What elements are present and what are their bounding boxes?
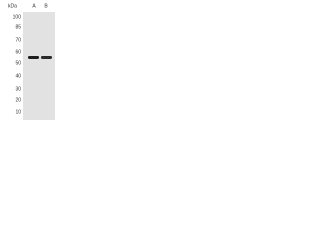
marker-label: 30: [15, 86, 21, 92]
band: [28, 56, 39, 59]
marker-label: 40: [15, 73, 21, 79]
marker-label: 100: [13, 14, 22, 20]
blot-membrane: [23, 12, 55, 120]
lane-label: B: [44, 3, 48, 9]
marker-label: 60: [15, 49, 21, 55]
marker-label: 10: [15, 109, 21, 115]
unit-label: kDa: [8, 3, 17, 9]
marker-labels: 100 85 70 60 50 40 30 20 10: [13, 14, 22, 115]
lane-label: A: [32, 3, 36, 9]
page: {"unit": "kDa", "lanes": ["A", "B"], "ma…: [0, 0, 55, 120]
marker-label: 50: [15, 60, 21, 66]
marker-label: 85: [15, 24, 21, 30]
band: [41, 56, 52, 59]
marker-label: 70: [15, 37, 21, 43]
western-blot: kDa A B 100 85 70 60 50 40 30 20 10: [8, 3, 55, 120]
marker-label: 20: [15, 97, 21, 103]
